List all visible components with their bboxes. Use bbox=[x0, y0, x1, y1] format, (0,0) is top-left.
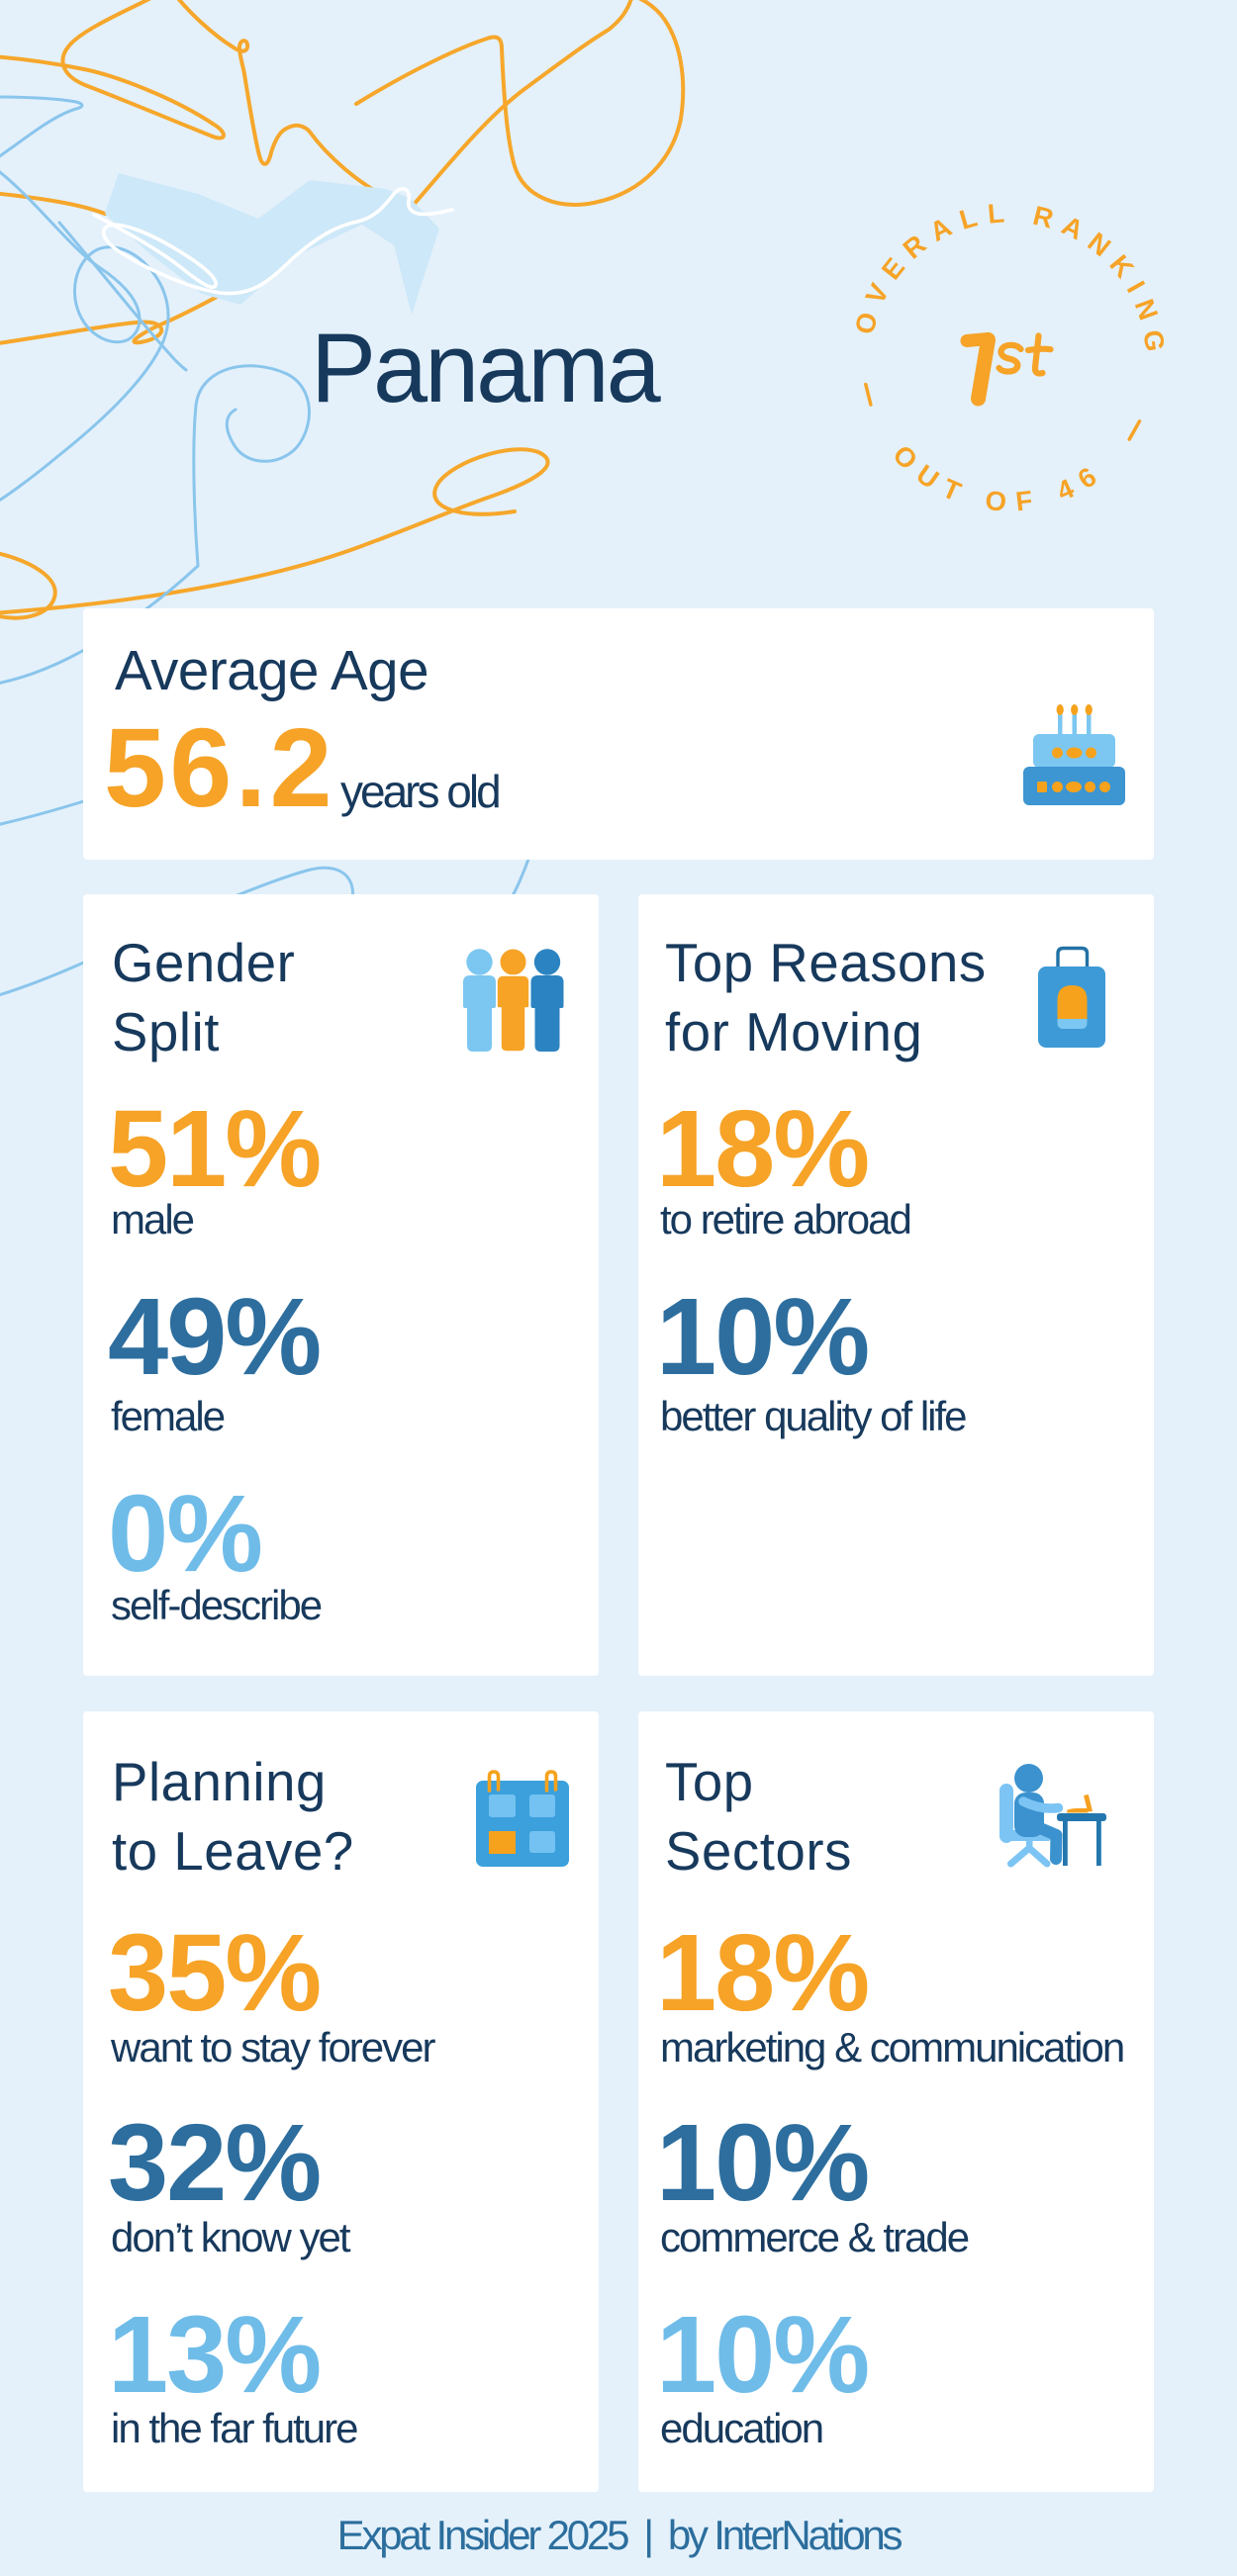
svg-text:OUT OF 46: OUT OF 46 bbox=[887, 439, 1101, 517]
